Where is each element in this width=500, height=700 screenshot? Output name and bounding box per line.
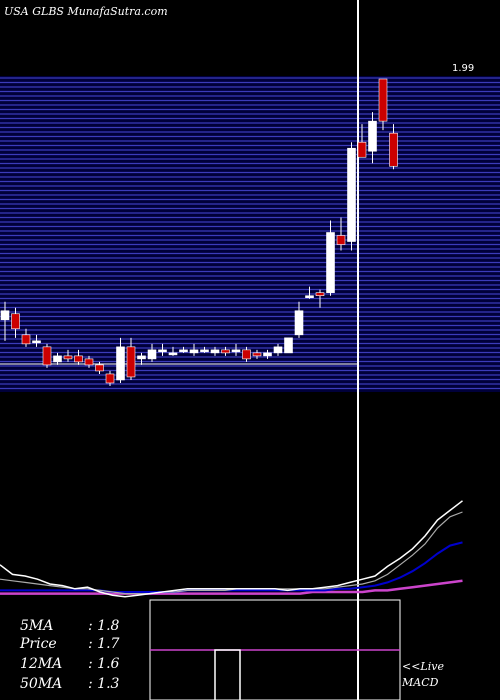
candle-body xyxy=(116,346,125,381)
candle-body xyxy=(305,295,314,298)
candle-body xyxy=(63,355,73,360)
candle-body xyxy=(0,310,10,321)
stat-5ma-label: 5MA xyxy=(20,618,54,634)
candle-body xyxy=(84,358,94,366)
candle-body xyxy=(21,334,31,345)
candle-body xyxy=(74,355,83,363)
stat-price: Price: 1.7 xyxy=(20,636,120,652)
macd-label: MACD xyxy=(402,676,439,689)
candle-body xyxy=(137,355,146,360)
candle-body xyxy=(126,346,136,378)
moving-average-lines xyxy=(0,500,463,598)
candle-body xyxy=(263,352,272,357)
candle-body xyxy=(210,349,220,354)
stat-12ma-value: 1.6 xyxy=(97,656,120,672)
price-line xyxy=(0,500,463,598)
candle-body xyxy=(11,313,20,330)
macd-panel xyxy=(149,599,401,700)
candle-body xyxy=(168,352,178,356)
price-band-lines xyxy=(0,77,500,390)
candle-body xyxy=(294,310,304,336)
ma-50-line xyxy=(0,579,463,595)
stat-50ma-label: 50MA xyxy=(20,676,63,692)
candle-body xyxy=(221,349,230,354)
chart-title: USA GLBS MunafaSutra.com xyxy=(4,5,168,18)
candle-body xyxy=(95,364,104,372)
candle-body xyxy=(389,132,398,167)
y-axis-top-label: 1.99 xyxy=(452,63,474,74)
stat-price-value: 1.7 xyxy=(97,636,120,652)
live-label: <<Live xyxy=(402,660,444,673)
candle-body xyxy=(378,78,388,122)
candle-body xyxy=(200,349,209,353)
candle-body xyxy=(242,349,251,360)
candle-body xyxy=(42,346,52,366)
candle-body xyxy=(326,232,335,293)
stat-50ma-value: 1.3 xyxy=(97,676,120,692)
candle-body xyxy=(105,373,115,384)
candle-body xyxy=(53,355,62,363)
stat-price-label: Price xyxy=(20,636,57,652)
candle-body xyxy=(315,292,325,296)
candle-body xyxy=(347,147,356,242)
stat-5ma-value: 1.8 xyxy=(97,618,120,634)
candle-body xyxy=(273,346,283,354)
candle-body xyxy=(284,337,293,354)
stat-12ma: 12MA: 1.6 xyxy=(20,656,120,672)
stat-12ma-label: 12MA xyxy=(20,656,63,672)
candle-body xyxy=(368,120,377,152)
candle-body xyxy=(357,141,367,158)
candlestick-series xyxy=(0,78,398,386)
stat-5ma: 5MA: 1.8 xyxy=(20,618,120,634)
candle-body xyxy=(252,352,262,357)
macd-bar xyxy=(214,649,241,700)
ma-12-line xyxy=(0,541,463,593)
candle-body xyxy=(336,235,346,245)
candle-body xyxy=(32,340,41,344)
candle-body xyxy=(147,349,157,360)
candle-body xyxy=(231,349,241,353)
candle-body xyxy=(158,349,167,353)
y-axis-labels: 1.99 xyxy=(452,63,474,74)
stat-50ma: 50MA: 1.3 xyxy=(20,676,120,692)
candle-body xyxy=(179,349,188,353)
candle-body xyxy=(189,349,199,354)
